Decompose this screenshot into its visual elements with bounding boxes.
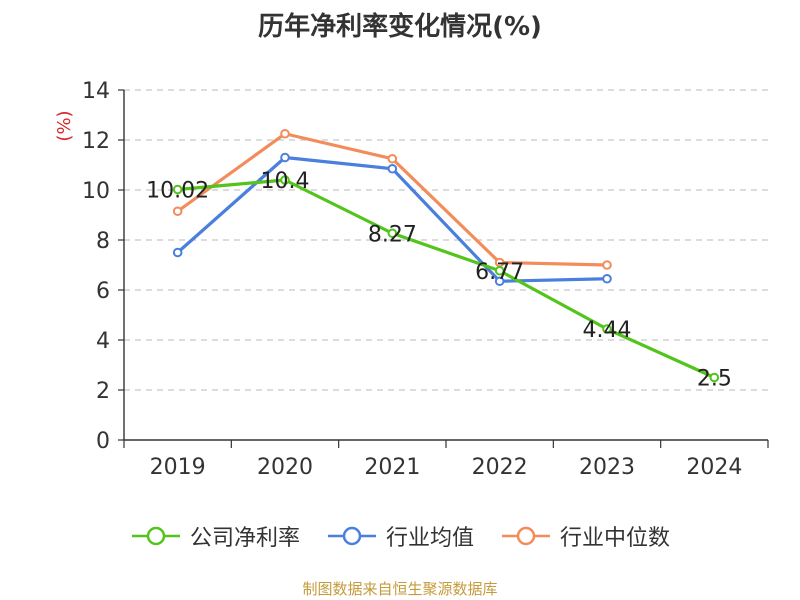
y-tick-label: 6	[96, 279, 110, 304]
data-point	[387, 228, 398, 239]
series-line	[177, 178, 715, 379]
data-label: 6.77	[475, 260, 524, 285]
data-point	[602, 273, 612, 284]
data-label-layer: 10.02 10.4 8.27 6.77 4.44 2.5	[146, 169, 732, 392]
data-point	[494, 276, 505, 287]
x-tick-label: 2021	[364, 455, 420, 480]
legend-item[interactable]: 行业中位数	[500, 520, 670, 552]
series-layer	[172, 128, 720, 383]
y-tick-label: 8	[96, 229, 110, 254]
data-point	[172, 206, 183, 217]
legend-marker-icon	[327, 526, 376, 546]
source-note: 制图数据来自恒生聚源数据库	[302, 580, 498, 598]
legend-marker-icon	[131, 526, 180, 546]
data-label: 8.27	[368, 222, 417, 247]
x-tick-label: 2023	[579, 455, 635, 480]
data-point	[280, 128, 290, 139]
data-point	[602, 260, 612, 270]
grid-layer	[124, 89, 768, 391]
x-tick-label: 2020	[257, 455, 313, 480]
x-tick-label: 2024	[686, 455, 742, 480]
y-axis-label: (%)	[54, 110, 75, 141]
x-tick-label: 2022	[472, 455, 528, 480]
y-tick-label: 4	[96, 329, 110, 354]
legend-label: 公司净利率	[189, 526, 300, 551]
data-point	[387, 163, 398, 174]
chart-title: 历年净利率变化情况(%)	[258, 12, 542, 42]
legend-label: 行业中位数	[560, 526, 671, 551]
legend-marker-icon	[502, 526, 550, 546]
legend-label: 行业均值	[385, 526, 474, 551]
data-point	[602, 324, 612, 334]
data-point	[172, 247, 183, 258]
legend: 公司净利率 行业均值 行业中位数	[0, 520, 800, 552]
data-point	[494, 265, 505, 276]
data-label: 2.5	[697, 367, 732, 392]
data-point	[172, 184, 183, 195]
data-point	[387, 153, 398, 164]
y-tick-label: 10	[82, 179, 110, 204]
data-point	[280, 152, 290, 163]
legend-item[interactable]: 公司净利率	[130, 520, 300, 552]
y-tick-label: 12	[82, 129, 110, 154]
x-tick-label: 2019	[150, 455, 206, 480]
data-point	[280, 175, 290, 185]
y-tick-label: 0	[96, 429, 110, 454]
data-label: 10.4	[261, 169, 310, 194]
y-tick-label: 14	[82, 79, 110, 104]
legend-item[interactable]: 行业均值	[326, 520, 474, 552]
data-point	[709, 372, 720, 383]
y-tick-label: 2	[96, 379, 110, 404]
axis-layer: 0 2 4 6 8 10 12 14 2019 2020 2021 2022 2023 2024 (%)	[54, 79, 769, 480]
data-label: 10.02	[146, 179, 209, 204]
data-label: 4.44	[583, 318, 632, 343]
